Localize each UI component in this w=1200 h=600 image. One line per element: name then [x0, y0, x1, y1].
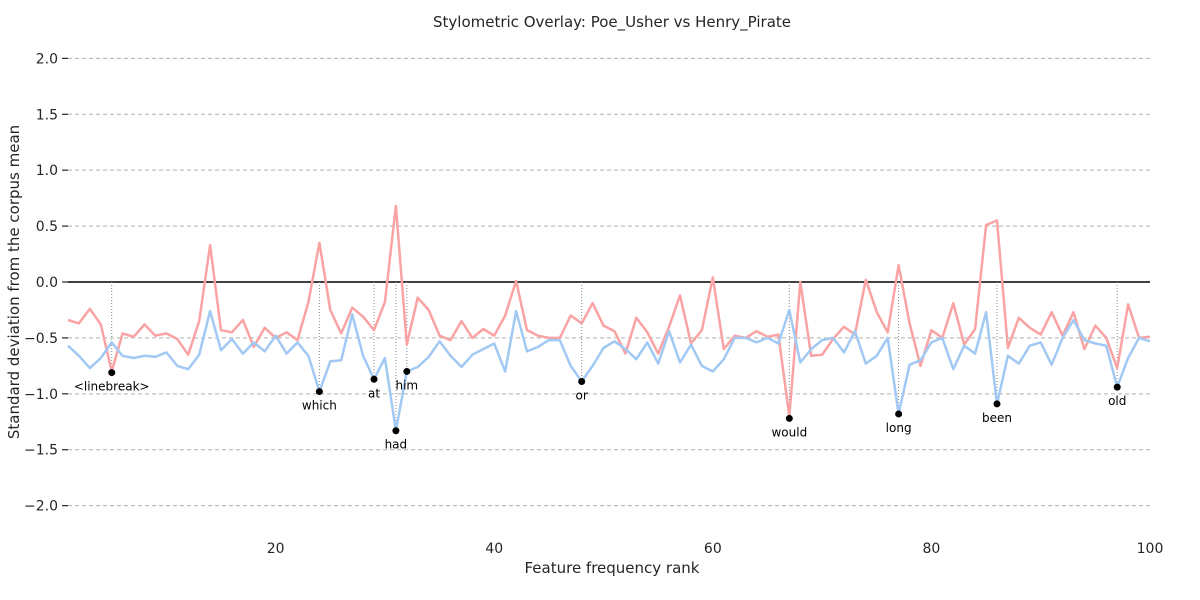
y-axis: −2.0 −1.5 −1.0 −0.5 0.0 0.5 1.0 1.5 2.0: [24, 51, 68, 515]
x-tick-label: 40: [485, 541, 503, 557]
y-tick-label: 1.0: [36, 163, 58, 179]
annotation-label: at: [368, 386, 380, 400]
annotation-label: long: [886, 421, 912, 435]
annotation-label: old: [1108, 394, 1126, 408]
x-tick-label: 100: [1137, 541, 1164, 557]
annotation-marker: [370, 375, 378, 383]
annotation-label: would: [771, 425, 807, 439]
annotation-marker: [315, 388, 323, 396]
y-tick-label: 1.5: [36, 107, 58, 123]
annotation-marker: [785, 414, 793, 422]
series-line-1: [67, 204, 1151, 418]
y-tick-label: 2.0: [36, 51, 58, 67]
reference-layer: [68, 281, 1150, 431]
annotation-marker: [403, 367, 411, 375]
x-tick-label: 60: [704, 541, 722, 557]
x-tick-label: 80: [923, 541, 941, 557]
annotation-marker: [108, 369, 116, 377]
annotation-label: which: [302, 399, 337, 413]
annotation-marker: [392, 427, 400, 435]
x-axis: 20 40 60 80 100: [267, 541, 1164, 557]
annotation-label: or: [576, 389, 588, 403]
y-tick-label: 0.5: [36, 219, 58, 235]
annotation-layer: <linebreak> which at had him or would long been o…: [74, 367, 1126, 452]
grid-layer: [68, 57, 1150, 507]
y-tick-label: −2.0: [24, 499, 58, 515]
chart-title: Stylometric Overlay: Poe_Usher vs Henry_…: [433, 13, 791, 32]
x-axis-label: Feature frequency rank: [524, 559, 699, 577]
annotation-label: had: [385, 438, 408, 452]
series-layer: [67, 204, 1151, 432]
annotation-marker: [578, 378, 586, 386]
y-axis-label: Standard deviation from the corpus mean: [5, 125, 23, 439]
annotation-label: <linebreak>: [74, 380, 150, 394]
annotation-marker: [895, 410, 903, 418]
x-tick-label: 20: [267, 541, 285, 557]
series-line-2: [67, 308, 1151, 432]
y-tick-label: 0.0: [36, 275, 58, 291]
annotation-label: been: [982, 411, 1012, 425]
y-tick-label: −1.0: [24, 387, 58, 403]
annotation-marker: [1113, 383, 1121, 391]
y-tick-label: −1.5: [24, 443, 58, 459]
annotation-marker: [993, 400, 1001, 408]
y-tick-label: −0.5: [24, 331, 58, 347]
annotation-label: him: [395, 378, 418, 392]
